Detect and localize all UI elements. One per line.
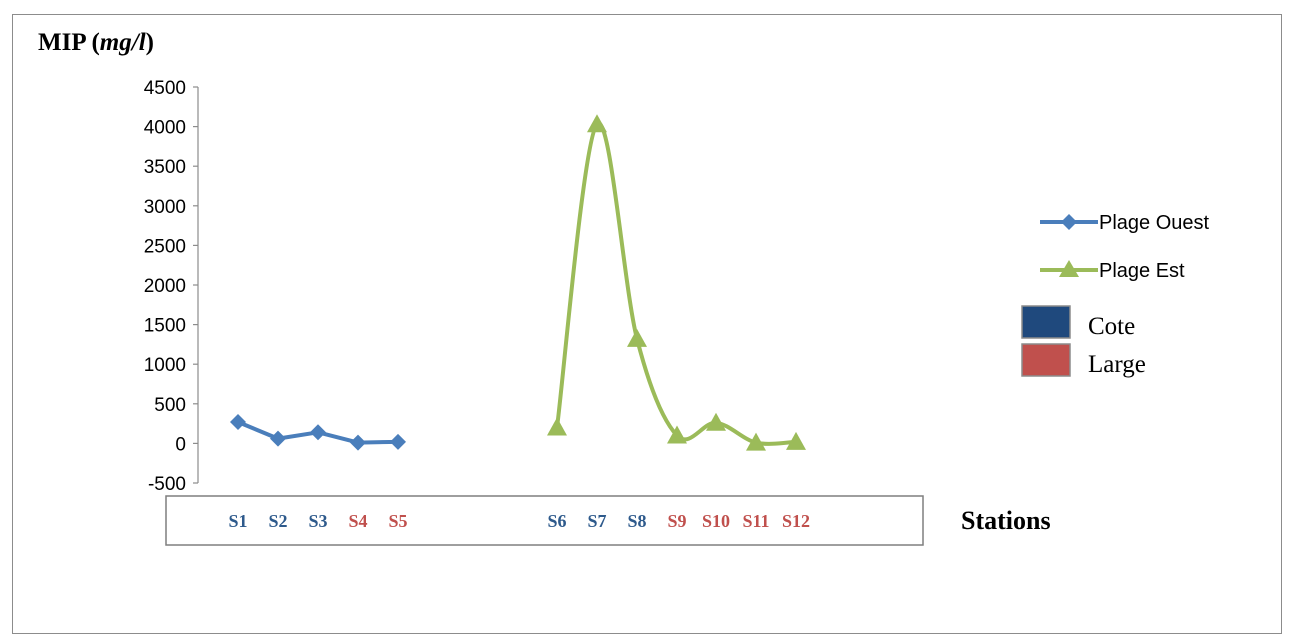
station-label: S7 bbox=[587, 511, 606, 531]
y-tick-label: 3000 bbox=[144, 197, 186, 218]
station-label: S10 bbox=[702, 511, 730, 531]
y-tick-label: 1500 bbox=[144, 316, 186, 337]
y-axis-title-unit: mg/l bbox=[100, 29, 146, 56]
station-label: S6 bbox=[547, 511, 566, 531]
station-label: S9 bbox=[667, 511, 686, 531]
legend-label-plage-est: Plage Est bbox=[1099, 260, 1185, 282]
data-point-diamond bbox=[310, 424, 326, 441]
data-point-triangle bbox=[746, 432, 766, 451]
y-tick-label: 4500 bbox=[144, 78, 186, 99]
y-tick-label: 1000 bbox=[144, 355, 186, 376]
legend-label-plage-ouest: Plage Ouest bbox=[1099, 212, 1210, 234]
station-label: S2 bbox=[268, 511, 287, 531]
data-point-triangle bbox=[786, 431, 806, 450]
y-tick-label: 0 bbox=[175, 434, 186, 455]
legend: Plage Ouest Plage Est Cote Large bbox=[1021, 212, 1210, 378]
series-line-1 bbox=[555, 121, 797, 446]
y-tick-label: -500 bbox=[148, 474, 186, 495]
station-label: S3 bbox=[308, 511, 327, 531]
station-label: S5 bbox=[388, 511, 407, 531]
station-label: S12 bbox=[782, 511, 810, 531]
y-tick-label: 2500 bbox=[144, 236, 186, 257]
station-label: S4 bbox=[348, 511, 367, 531]
y-tick-label: 4000 bbox=[144, 118, 186, 139]
y-axis-title-main: MIP bbox=[38, 29, 86, 56]
y-tick-label: 3500 bbox=[144, 157, 186, 178]
station-label: S8 bbox=[627, 511, 646, 531]
y-axis-title: MIP (mg/l) bbox=[38, 29, 154, 56]
data-point-diamond bbox=[350, 434, 366, 451]
svg-text:MIP (mg/l): MIP (mg/l) bbox=[38, 29, 154, 56]
x-axis-title: Stations bbox=[961, 506, 1051, 535]
data-point-diamond bbox=[390, 433, 406, 450]
data-point-triangle bbox=[587, 114, 607, 133]
station-label: S1 bbox=[228, 511, 247, 531]
station-label: S11 bbox=[742, 511, 769, 531]
legend-swatch-large bbox=[1021, 343, 1071, 377]
station-labels-box bbox=[165, 495, 924, 546]
data-point-diamond bbox=[270, 430, 286, 447]
station-labels: S1 S2 S3 S4 S5 S6 S7 S8 S9 S10 S11 S12 bbox=[228, 511, 810, 531]
series bbox=[230, 114, 806, 451]
data-point-triangle bbox=[667, 425, 687, 444]
legend-triangle-icon bbox=[1059, 260, 1079, 277]
legend-diamond-icon bbox=[1061, 214, 1077, 230]
y-tick-label: 2000 bbox=[144, 276, 186, 297]
legend-label-cote: Cote bbox=[1088, 313, 1135, 340]
data-point-triangle bbox=[627, 328, 647, 347]
y-tick-label: 500 bbox=[154, 395, 186, 416]
data-point-diamond bbox=[230, 414, 246, 431]
legend-swatch-cote bbox=[1021, 305, 1071, 339]
legend-label-large: Large bbox=[1088, 351, 1146, 378]
data-point-triangle bbox=[547, 417, 567, 436]
axes: 4500 4000 3500 3000 2500 2000 1500 1000 500 0 -500 bbox=[144, 78, 199, 495]
data-point-triangle bbox=[706, 412, 726, 431]
